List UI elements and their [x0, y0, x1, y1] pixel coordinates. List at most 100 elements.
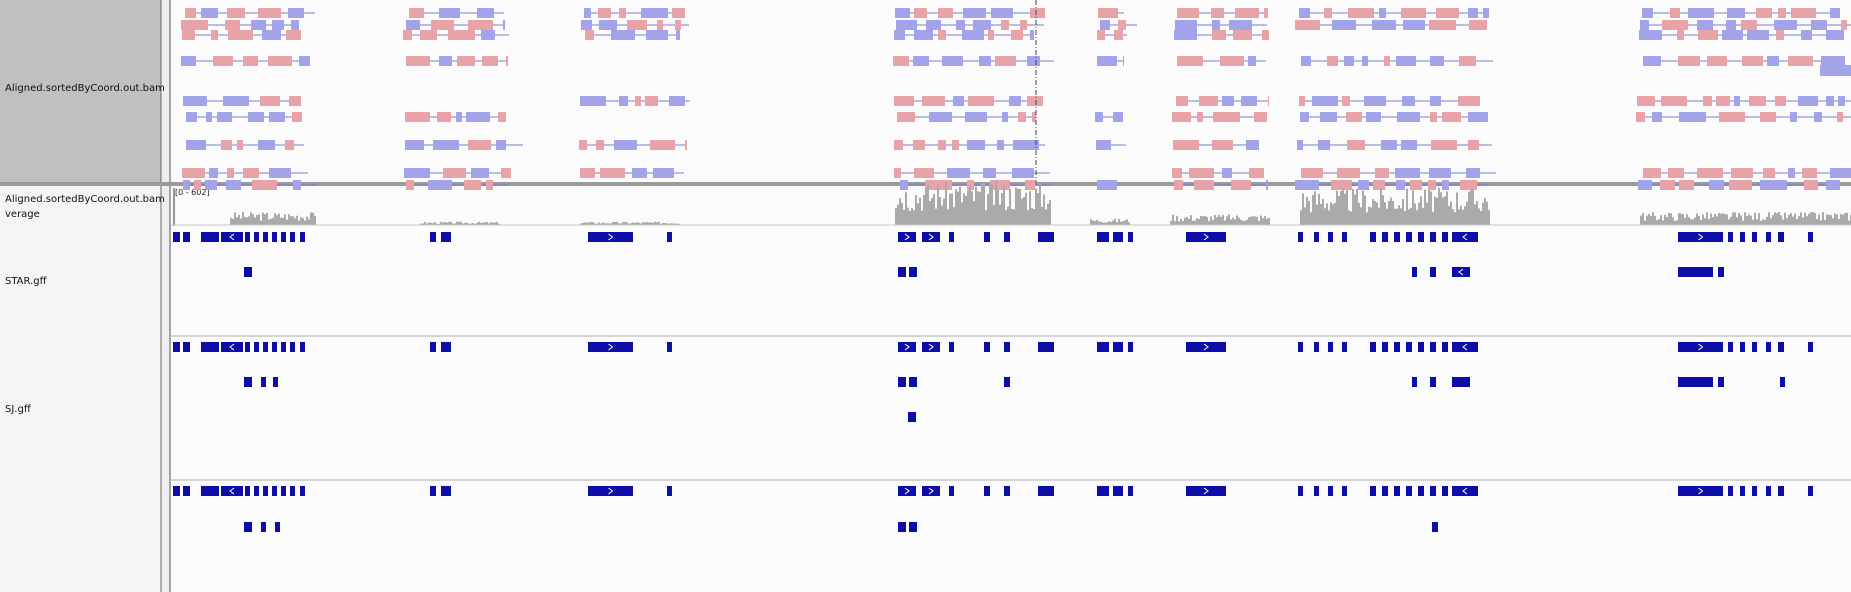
star-row1-feature[interactable]: [1430, 232, 1436, 242]
star-row2-feature[interactable]: [244, 267, 252, 277]
star-row1-feature[interactable]: [1418, 232, 1424, 242]
sj-row4-feature[interactable]: [1418, 486, 1424, 496]
sj-row4-feature[interactable]: [281, 486, 286, 496]
star-row1-feature[interactable]: [183, 232, 190, 242]
sj-row4-feature[interactable]: [667, 486, 672, 496]
data-panel-bam[interactable]: [171, 0, 1851, 183]
sj-row4-feature[interactable]: [1314, 486, 1319, 496]
sj-row4-feature[interactable]: [1004, 486, 1010, 496]
sj-row4-feature[interactable]: [1186, 486, 1226, 496]
star-row1-feature[interactable]: [1298, 232, 1303, 242]
sj-row4-feature[interactable]: [1808, 486, 1813, 496]
sj-row2-feature[interactable]: [1430, 377, 1436, 387]
sj-row2-feature[interactable]: [1678, 377, 1713, 387]
star-row2-feature[interactable]: [909, 267, 917, 277]
sj-row1-feature[interactable]: [1418, 342, 1424, 352]
sj-row1-feature[interactable]: [898, 342, 916, 352]
star-row1-feature[interactable]: [1808, 232, 1813, 242]
sj-row1-feature[interactable]: [281, 342, 286, 352]
sj-row1-feature[interactable]: [1298, 342, 1303, 352]
star-row1-feature[interactable]: [254, 232, 259, 242]
star-row1-feature[interactable]: [173, 232, 180, 242]
sj-row4-feature[interactable]: [1406, 486, 1412, 496]
sj-row1-feature[interactable]: [1406, 342, 1412, 352]
sj-row4-feature[interactable]: [1097, 486, 1109, 496]
sj-row1-feature[interactable]: [1186, 342, 1226, 352]
sj-row1-feature[interactable]: [1808, 342, 1813, 352]
star-row1-feature[interactable]: [272, 232, 277, 242]
sj-row5-feature[interactable]: [261, 522, 266, 532]
star-row1-feature[interactable]: [201, 232, 219, 242]
star-row1-feature[interactable]: [1406, 232, 1412, 242]
sj-row4-feature[interactable]: [272, 486, 277, 496]
sj-row2-feature[interactable]: [1452, 377, 1470, 387]
sj-row4-feature[interactable]: [1298, 486, 1303, 496]
star-row1-feature[interactable]: [1766, 232, 1771, 242]
sj-row4-feature[interactable]: [1394, 486, 1400, 496]
sj-row1-feature[interactable]: [290, 342, 295, 352]
sj-row4-feature[interactable]: [441, 486, 451, 496]
alignment-reads[interactable]: [181, 8, 1851, 190]
sj-row5-feature[interactable]: [244, 522, 252, 532]
sj-row5-feature[interactable]: [1432, 522, 1438, 532]
sj-row4-feature[interactable]: [263, 486, 268, 496]
sj-row1-feature[interactable]: [1778, 342, 1784, 352]
sj-row1-feature[interactable]: [1004, 342, 1010, 352]
star-row2-feature[interactable]: [1452, 267, 1470, 277]
sj-row2-feature[interactable]: [1780, 377, 1785, 387]
star-row1-feature[interactable]: [922, 232, 940, 242]
sj-row1-feature[interactable]: [254, 342, 259, 352]
star-row1-feature[interactable]: [1004, 232, 1010, 242]
sj-row4-feature[interactable]: [898, 486, 916, 496]
sj-row2-feature[interactable]: [1004, 377, 1010, 387]
sj-row1-feature[interactable]: [588, 342, 633, 352]
star-row1-feature[interactable]: [300, 232, 305, 242]
sj-row4-feature[interactable]: [1038, 486, 1054, 496]
sj-row4-feature[interactable]: [1342, 486, 1347, 496]
sj-row2-feature[interactable]: [1412, 377, 1417, 387]
star-row1-feature[interactable]: [1382, 232, 1388, 242]
sj-row4-feature[interactable]: [201, 486, 219, 496]
sj-row5-feature[interactable]: [898, 522, 906, 532]
sj-row4-feature[interactable]: [1382, 486, 1388, 496]
name-panel-lower[interactable]: [0, 186, 161, 592]
sj-row4-feature[interactable]: [300, 486, 305, 496]
sj-row4-feature[interactable]: [1728, 486, 1733, 496]
sj-row2-feature[interactable]: [898, 377, 906, 387]
star-row1-feature[interactable]: [1128, 232, 1133, 242]
sj-row1-feature[interactable]: [1128, 342, 1133, 352]
sj-row4-feature[interactable]: [1452, 486, 1478, 496]
sj-row4-feature[interactable]: [1442, 486, 1448, 496]
sj-row1-feature[interactable]: [300, 342, 305, 352]
sj-row4-feature[interactable]: [588, 486, 633, 496]
sj-row1-feature[interactable]: [1766, 342, 1771, 352]
sj-row4-feature[interactable]: [949, 486, 954, 496]
name-panel-bam[interactable]: [0, 0, 161, 183]
star-row1-feature[interactable]: [1328, 232, 1333, 242]
sj-row4-feature[interactable]: [245, 486, 250, 496]
sj-row1-feature[interactable]: [1328, 342, 1333, 352]
star-row1-feature[interactable]: [898, 232, 916, 242]
sj-row1-feature[interactable]: [949, 342, 954, 352]
sj-row1-feature[interactable]: [183, 342, 190, 352]
sj-row1-feature[interactable]: [1740, 342, 1745, 352]
sj-row4-feature[interactable]: [984, 486, 990, 496]
sj-gff-features[interactable]: [173, 342, 1813, 532]
sj-row1-feature[interactable]: [667, 342, 672, 352]
star-row1-feature[interactable]: [441, 232, 451, 242]
sj-row4-feature[interactable]: [922, 486, 940, 496]
sj-row1-feature[interactable]: [1678, 342, 1723, 352]
sj-row1-feature[interactable]: [245, 342, 250, 352]
star-row1-feature[interactable]: [667, 232, 672, 242]
sj-row4-feature[interactable]: [1430, 486, 1436, 496]
star-row1-feature[interactable]: [263, 232, 268, 242]
sj-row2-feature[interactable]: [244, 377, 252, 387]
star-row2-feature[interactable]: [1430, 267, 1436, 277]
star-row1-feature[interactable]: [1186, 232, 1226, 242]
sj-row2-feature[interactable]: [261, 377, 266, 387]
sj-row1-feature[interactable]: [221, 342, 243, 352]
sj-row4-feature[interactable]: [1328, 486, 1333, 496]
data-panel-lower[interactable]: [171, 186, 1851, 592]
sj-row3-feature[interactable]: [908, 412, 916, 422]
